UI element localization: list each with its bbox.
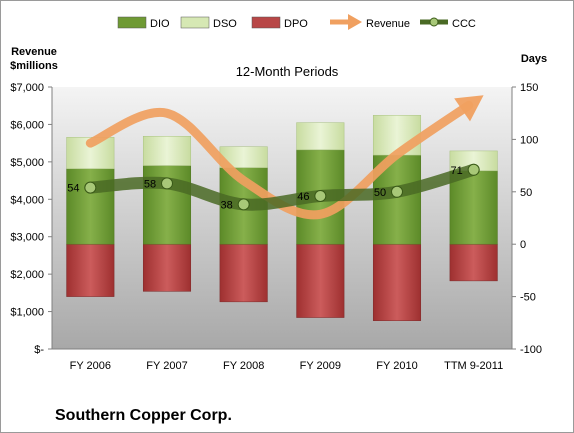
legend-label-dpo: DPO bbox=[284, 18, 308, 30]
right-tick-label: 0 bbox=[520, 239, 526, 251]
legend-swatch-dpo bbox=[251, 16, 281, 29]
ccc-marker bbox=[314, 189, 327, 202]
left-tick-label: $1,000 bbox=[10, 307, 44, 319]
right-tick-label: 50 bbox=[520, 187, 532, 199]
left-axis: $- $1,000 $2,000 $3,000 $4,000 $5,000 $6,000 $7… bbox=[10, 82, 53, 356]
right-axis: -100 -50 0 50 100 150 bbox=[511, 82, 542, 356]
revenue-arrowhead bbox=[454, 95, 484, 122]
category-label: FY 2006 bbox=[70, 360, 111, 372]
legend-label-dso: DSO bbox=[213, 18, 237, 30]
left-tick-label: $5,000 bbox=[10, 157, 44, 169]
ccc-marker bbox=[161, 177, 173, 190]
right-tick-label: -50 bbox=[520, 292, 536, 304]
ccc-marker bbox=[84, 181, 97, 194]
dio-bar bbox=[449, 170, 498, 245]
chart-title: 12-Month Periods bbox=[236, 64, 339, 79]
dso-bar bbox=[142, 136, 192, 166]
category-label: FY 2009 bbox=[300, 360, 341, 372]
category-axis: FY 2006 FY 2007 FY 2008 FY 2009 FY 2010 TTM 9… bbox=[52, 348, 512, 372]
left-tick-label: $7,000 bbox=[10, 82, 44, 94]
left-tick-label: $3,000 bbox=[10, 232, 44, 244]
dpo-bar bbox=[142, 243, 192, 292]
legend-label-ccc: CCC bbox=[452, 18, 476, 30]
legend-swatch-ccc-marker bbox=[429, 17, 439, 27]
category-label: FY 2010 bbox=[376, 360, 417, 372]
legend-swatch-dso bbox=[180, 16, 210, 29]
category-label: FY 2007 bbox=[146, 360, 187, 372]
dpo-bar bbox=[372, 243, 422, 321]
left-tick-label: $4,000 bbox=[10, 194, 44, 206]
legend-label-revenue: Revenue bbox=[366, 18, 410, 30]
left-tick-label: $6,000 bbox=[10, 119, 44, 131]
right-axis-title: Days bbox=[521, 53, 547, 65]
left-tick-label: $- bbox=[34, 344, 44, 356]
right-tick-label: 150 bbox=[520, 82, 538, 94]
dpo-bar bbox=[296, 243, 345, 318]
ccc-marker bbox=[391, 185, 403, 198]
right-tick-label: 100 bbox=[520, 134, 538, 146]
ccc-data-label: 38 bbox=[221, 199, 233, 211]
legend-swatch-revenue-head bbox=[348, 14, 362, 30]
legend-label-dio: DIO bbox=[150, 18, 170, 30]
ccc-data-label: 54 bbox=[67, 183, 79, 195]
dpo-bar bbox=[66, 243, 115, 297]
category-label: FY 2008 bbox=[223, 360, 264, 372]
dpo-bar bbox=[449, 243, 498, 282]
left-tick-label: $2,000 bbox=[10, 269, 44, 281]
dpo-bar bbox=[219, 243, 268, 303]
left-axis-title-line1: Revenue bbox=[11, 46, 57, 58]
ccc-data-label: 46 bbox=[297, 191, 309, 203]
legend-swatch-dio bbox=[117, 16, 147, 29]
ccc-data-label: 58 bbox=[144, 178, 156, 190]
right-tick-label: -100 bbox=[520, 344, 542, 356]
ccc-data-label: 50 bbox=[374, 187, 386, 199]
legend: DIO DSO DPO Revenue CCC bbox=[117, 14, 476, 30]
ccc-series: 54 58 38 46 50 71 bbox=[67, 163, 480, 211]
ccc-marker bbox=[467, 163, 480, 176]
ccc-marker bbox=[237, 198, 250, 211]
company-name: Southern Copper Corp. bbox=[55, 407, 232, 424]
left-axis-title-line2: $millions bbox=[10, 60, 58, 72]
category-label: TTM 9-2011 bbox=[444, 360, 503, 372]
dso-bar bbox=[296, 122, 345, 151]
ccc-data-label: 71 bbox=[451, 165, 463, 177]
